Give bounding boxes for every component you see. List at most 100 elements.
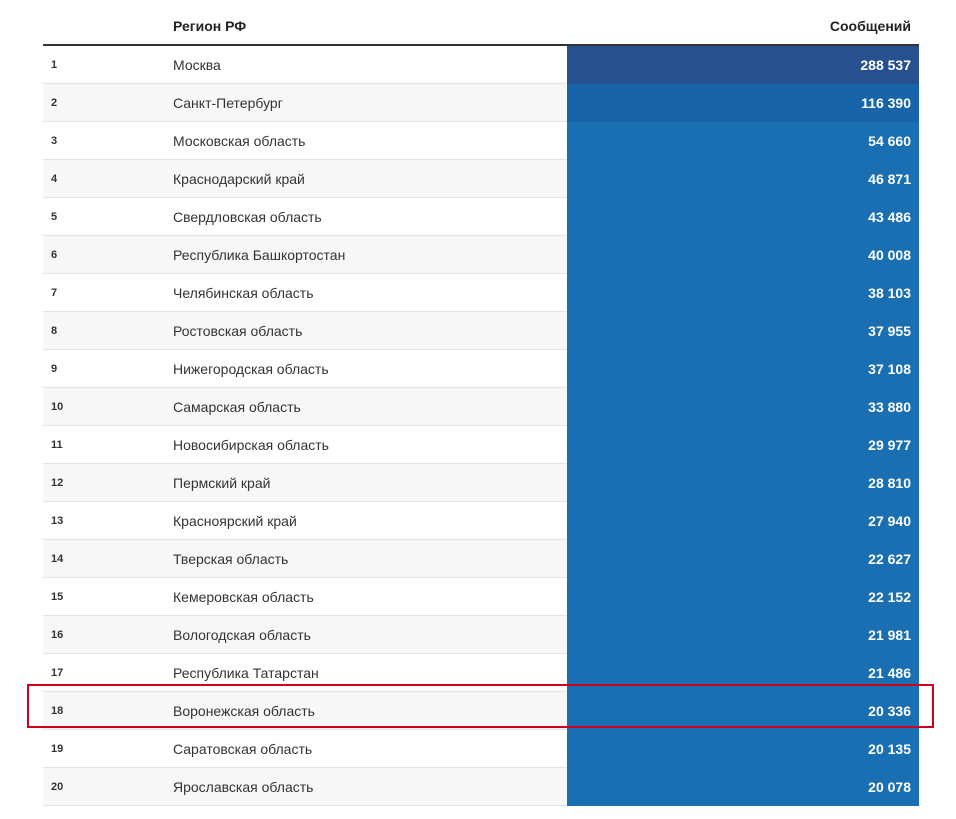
table-row[interactable]: 18 Воронежская область 20 336	[43, 692, 919, 730]
value-bar	[567, 502, 919, 540]
value-bar	[567, 730, 919, 768]
row-rank: 7	[51, 287, 58, 299]
row-rank: 20	[51, 781, 64, 793]
row-rank: 13	[51, 515, 64, 527]
row-rank: 12	[51, 477, 64, 489]
row-region-name: Новосибирская область	[173, 437, 329, 453]
row-region-name: Ярославская область	[173, 779, 314, 795]
table-row[interactable]: 14 Тверская область 22 627	[43, 540, 919, 578]
row-message-count: 40 008	[868, 247, 911, 263]
row-rank: 10	[51, 401, 64, 413]
row-rank: 3	[51, 135, 58, 147]
row-message-count: 46 871	[868, 171, 911, 187]
value-bar	[567, 692, 919, 730]
table-row[interactable]: 19 Саратовская область 20 135	[43, 730, 919, 768]
row-message-count: 22 627	[868, 551, 911, 567]
value-bar	[567, 388, 919, 426]
column-header-region[interactable]: Регион РФ	[173, 18, 247, 34]
row-message-count: 22 152	[868, 589, 911, 605]
row-message-count: 288 537	[860, 57, 911, 73]
row-rank: 19	[51, 743, 64, 755]
value-bar	[567, 160, 919, 198]
value-bar	[567, 122, 919, 160]
row-message-count: 29 977	[868, 437, 911, 453]
row-region-name: Пермский край	[173, 475, 271, 491]
row-rank: 6	[51, 249, 58, 261]
table-row[interactable]: 1 Москва 288 537	[43, 46, 919, 84]
table-row[interactable]: 12 Пермский край 28 810	[43, 464, 919, 502]
value-bar	[567, 84, 919, 122]
value-bar	[567, 198, 919, 236]
row-rank: 9	[51, 363, 58, 375]
row-region-name: Республика Татарстан	[173, 665, 319, 681]
row-region-name: Краснодарский край	[173, 171, 305, 187]
row-rank: 4	[51, 173, 58, 185]
table-row[interactable]: 20 Ярославская область 20 078	[43, 768, 919, 806]
table-row[interactable]: 10 Самарская область 33 880	[43, 388, 919, 426]
table-row[interactable]: 8 Ростовская область 37 955	[43, 312, 919, 350]
row-message-count: 38 103	[868, 285, 911, 301]
row-message-count: 21 486	[868, 665, 911, 681]
row-message-count: 116 390	[861, 95, 911, 111]
value-bar	[567, 654, 919, 692]
value-bar	[567, 274, 919, 312]
value-bar	[567, 426, 919, 464]
row-message-count: 37 955	[868, 323, 911, 339]
row-rank: 16	[51, 629, 64, 641]
row-rank: 14	[51, 553, 64, 565]
row-rank: 2	[51, 97, 58, 109]
table-row[interactable]: 2 Санкт-Петербург 116 390	[43, 84, 919, 122]
table-row[interactable]: 6 Республика Башкортостан 40 008	[43, 236, 919, 274]
row-region-name: Нижегородская область	[173, 361, 329, 377]
table-row[interactable]: 15 Кемеровская область 22 152	[43, 578, 919, 616]
table-body: 1 Москва 288 537 2 Санкт-Петербург 116 390 3 Мо…	[43, 46, 919, 806]
row-region-name: Самарская область	[173, 399, 301, 415]
row-region-name: Республика Башкортостан	[173, 247, 346, 263]
table-row[interactable]: 11 Новосибирская область 29 977	[43, 426, 919, 464]
row-message-count: 28 810	[868, 475, 911, 491]
row-region-name: Ростовская область	[173, 323, 303, 339]
table-row[interactable]: 5 Свердловская область 43 486	[43, 198, 919, 236]
row-region-name: Кемеровская область	[173, 589, 314, 605]
table-row[interactable]: 17 Республика Татарстан 21 486	[43, 654, 919, 692]
row-rank: 15	[51, 591, 64, 603]
row-message-count: 21 981	[868, 627, 911, 643]
row-message-count: 20 078	[868, 779, 911, 795]
row-rank: 17	[51, 667, 64, 679]
row-message-count: 43 486	[868, 209, 911, 225]
row-rank: 5	[51, 211, 58, 223]
table-row[interactable]: 13 Красноярский край 27 940	[43, 502, 919, 540]
row-message-count: 33 880	[868, 399, 911, 415]
row-region-name: Московская область	[173, 133, 306, 149]
row-message-count: 54 660	[868, 133, 911, 149]
table-row[interactable]: 16 Вологодская область 21 981	[43, 616, 919, 654]
column-header-messages[interactable]: Сообщений	[829, 18, 911, 34]
row-region-name: Свердловская область	[173, 209, 322, 225]
table-row[interactable]: 4 Краснодарский край 46 871	[43, 160, 919, 198]
table-row[interactable]: 9 Нижегородская область 37 108	[43, 350, 919, 388]
row-region-name: Челябинская область	[173, 285, 314, 301]
row-region-name: Санкт-Петербург	[173, 95, 283, 111]
row-message-count: 20 135	[868, 741, 911, 757]
value-bar	[567, 540, 919, 578]
value-bar	[567, 768, 919, 806]
table-row[interactable]: 7 Челябинская область 38 103	[43, 274, 919, 312]
value-bar	[567, 616, 919, 654]
row-rank: 18	[51, 705, 64, 717]
table-row[interactable]: 3 Московская область 54 660	[43, 122, 919, 160]
row-rank: 8	[51, 325, 58, 337]
value-bar	[567, 236, 919, 274]
value-bar	[567, 578, 919, 616]
row-region-name: Саратовская область	[173, 741, 313, 757]
value-bar	[567, 350, 919, 388]
row-message-count: 20 336	[868, 703, 911, 719]
row-region-name: Тверская область	[173, 551, 289, 567]
value-bar	[567, 46, 919, 84]
value-bar	[567, 464, 919, 502]
row-rank: 11	[51, 439, 63, 451]
row-region-name: Москва	[173, 57, 221, 73]
regions-table: Регион РФ Сообщений 1 Москва 288 537 2 Санкт…	[43, 7, 919, 806]
row-region-name: Воронежская область	[173, 703, 315, 719]
row-region-name: Красноярский край	[173, 513, 297, 529]
row-rank: 1	[51, 59, 58, 71]
